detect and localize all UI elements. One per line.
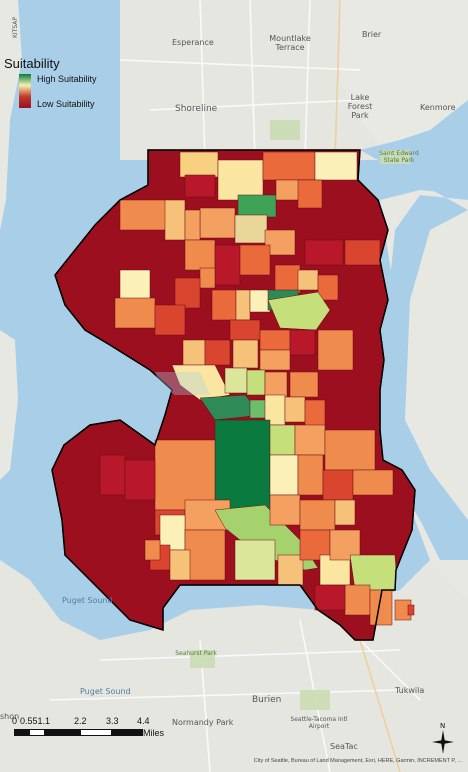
place-seatac: SeaTac <box>330 742 358 751</box>
scale-bar: 0 0.551.1 2.2 3.3 4.4 Miles <box>4 716 184 746</box>
place-seahurst: Seahurst Park <box>175 650 217 657</box>
place-tukwila: Tukwila <box>395 686 425 695</box>
place-lake-forest-park: Lake Forest Park <box>347 93 373 120</box>
legend-high-label: High Suitability <box>37 74 97 84</box>
seattle-outline <box>51 149 416 641</box>
svg-text:N: N <box>440 722 445 730</box>
legend-title: Suitability <box>4 56 60 71</box>
legend: Suitability High Suitability Low Suitabi… <box>4 56 124 109</box>
place-saint-edward: Saint Edward State Park <box>379 150 419 164</box>
tract-polygons[interactable] <box>99 151 415 626</box>
place-normandy-park: Normandy Park <box>172 718 234 727</box>
place-tacoma-airport: Seattle-Tacoma Intl Airport <box>290 716 348 730</box>
scale-tick-4: 4.4 <box>137 716 150 726</box>
place-esperance: Esperance <box>172 38 214 47</box>
place-kenmore: Kenmore <box>420 103 456 112</box>
place-burien: Burien <box>252 695 282 705</box>
north-arrow-icon: N <box>432 722 454 754</box>
place-puget-sound-1: Puget Sound <box>62 596 113 605</box>
place-shoreline: Shoreline <box>175 104 218 114</box>
attribution: City of Seattle, Bureau of Land Manageme… <box>253 758 462 764</box>
place-puget-sound-2: Puget Sound <box>80 687 131 696</box>
place-mountlake-terrace: Mountlake Terrace <box>269 34 311 52</box>
scale-tick-3: 3.3 <box>106 716 119 726</box>
legend-color-ramp <box>19 74 31 108</box>
scale-unit: Miles <box>143 728 165 738</box>
place-burien-left: shon <box>0 712 20 721</box>
scale-tick-0: 0 <box>12 716 18 726</box>
legend-low-label: Low Suitability <box>37 99 95 109</box>
place-brier: Brier <box>362 30 382 39</box>
place-kitsap: KITSAP <box>12 16 20 39</box>
scale-tick-2: 2.2 <box>74 716 87 726</box>
scale-tick-1: 0.551.1 <box>20 716 51 726</box>
